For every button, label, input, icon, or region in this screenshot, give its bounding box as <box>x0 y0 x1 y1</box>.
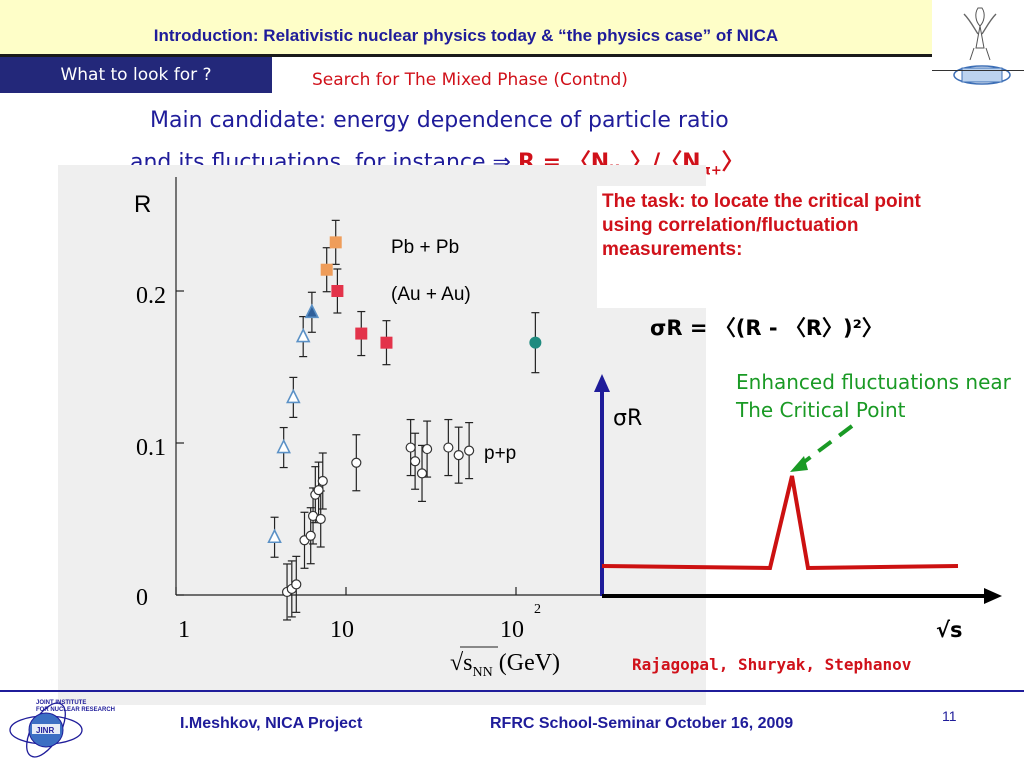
jinr-logo-icon: JINR JOINT INSTITUTE FOR NUCLEAR RESEARC… <box>9 700 115 758</box>
data-point-square <box>380 336 393 349</box>
svg-text:JINR: JINR <box>36 726 54 735</box>
data-point-square <box>355 327 368 340</box>
annotation-arrowhead <box>790 456 808 472</box>
data-point-triangle <box>295 327 311 343</box>
data-point-square <box>329 236 342 249</box>
data-point-circle-open <box>464 445 475 456</box>
data-point-circle-open <box>313 485 324 496</box>
data-point-circle-open <box>305 530 316 541</box>
y-tick-0-1: 0.1 <box>136 435 166 461</box>
footer-event: RFRC School-Seminar October 16, 2009 <box>490 715 794 732</box>
section-tab: What to look for ? <box>0 57 272 93</box>
data-point-circle-open <box>422 443 433 455</box>
x-tick-100: 10 <box>500 617 524 643</box>
ratio-plot: 1 10 10 2 0 0.1 0.2 √sNN (GeV) Pb + Pb (A… <box>136 177 698 680</box>
x-tick-exponent: 2 <box>534 602 541 617</box>
data-point-circle-open <box>410 456 421 467</box>
header-bar <box>0 0 932 57</box>
x-tick-1: 1 <box>178 617 190 643</box>
sketch-x-arrow <box>984 588 1002 604</box>
angel-logo-icon <box>953 7 1011 85</box>
sketch-curve <box>601 475 959 571</box>
svg-text:JOINT INSTITUTE: JOINT INSTITUTE <box>36 700 86 706</box>
data-point-square <box>320 263 333 276</box>
data-point-triangle <box>267 528 282 544</box>
sketch-y-arrow <box>594 374 610 392</box>
data-point-square <box>331 285 344 297</box>
data-point-circle-open <box>453 450 464 461</box>
data-point-circle-open <box>351 457 362 468</box>
slide-subtitle: Search for The Mixed Phase (Contnd) <box>312 70 628 90</box>
enhanced-annotation: Enhanced fluctuations near The Critical … <box>736 370 1011 422</box>
data-point-circle-open <box>443 442 454 453</box>
data-point-triangle <box>304 303 320 319</box>
sketch-y-label: σR <box>613 406 643 431</box>
data-point-circle-filled <box>529 336 542 349</box>
sketch-x-label: √s <box>936 618 963 642</box>
sigma-formula: σR = 〈(R - 〈R〉)²〉 <box>650 316 883 340</box>
task-text: The task: to locate the critical point u… <box>602 191 921 260</box>
pp-label: p+p <box>484 443 516 464</box>
y-tick-0: 0 <box>136 585 148 611</box>
x-axis-label: √sNN (GeV) <box>450 650 560 680</box>
footer-rule <box>0 690 1024 692</box>
task-box <box>597 186 973 308</box>
data-point-circle-open <box>416 468 428 479</box>
fluctuation-sketch <box>594 374 1002 604</box>
data-point-circle-open <box>317 475 328 487</box>
page-number: 11 <box>942 708 957 724</box>
data-point-circle-open <box>405 442 416 453</box>
authors-credit: Rajagopal, Shuryak, Stephanov <box>632 655 912 674</box>
data-point-circle-open <box>315 513 326 525</box>
data-point-triangle <box>276 438 291 454</box>
slide-title: Introduction: Relativistic nuclear physi… <box>153 26 779 45</box>
r-axis-label: R <box>134 191 152 218</box>
data-point-circle-open <box>291 579 302 590</box>
x-tick-10: 10 <box>330 617 354 643</box>
plot-ticks <box>175 290 517 596</box>
header-rule <box>932 70 1024 71</box>
formula-right: 〉 <box>721 150 744 175</box>
main-text-line-1: Main candidate: energy dependence of par… <box>150 108 729 133</box>
data-points <box>267 236 542 598</box>
pbpb-label: Pb + Pb <box>391 237 459 258</box>
error-bars <box>270 219 540 621</box>
y-tick-0-2: 0.2 <box>136 283 166 309</box>
auau-label: (Au + Au) <box>391 284 471 305</box>
svg-text:FOR NUCLEAR RESEARCH: FOR NUCLEAR RESEARCH <box>36 707 115 713</box>
data-point-triangle <box>286 388 301 404</box>
footer-author: I.Meshkov, NICA Project <box>180 715 363 732</box>
